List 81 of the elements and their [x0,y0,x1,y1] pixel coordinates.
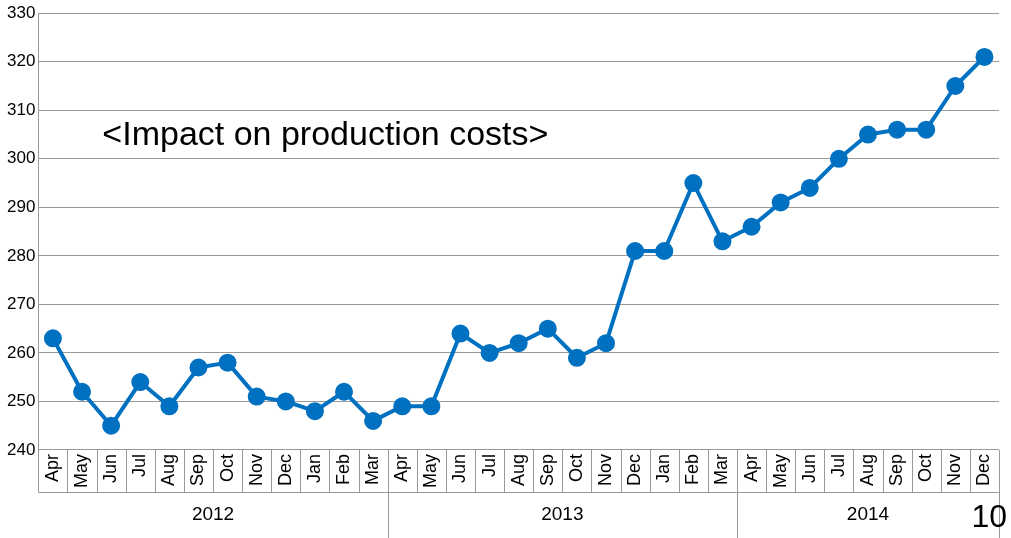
point [946,77,965,95]
point [43,329,62,348]
point [364,411,383,430]
point [451,324,470,343]
x-tick-label: Jun [100,454,121,484]
point [276,392,295,411]
annotation: <Impact on production costs> [102,113,549,152]
text: 2013 [541,503,584,525]
point [713,232,732,251]
x-tick-label: Dec [274,454,295,487]
point [829,149,848,168]
point [567,348,586,367]
point [597,334,616,353]
x-tick-label: Nov [245,454,266,487]
x-tick-label: May [420,454,441,489]
point [305,402,324,421]
x-tick-label: May [71,454,91,489]
x-tick-label: Mar [362,453,383,485]
point [189,358,208,377]
y-tick-label: 240 [6,439,36,459]
point [131,373,150,392]
x-tick-label: Aug [507,454,528,487]
y-tick-label: 270 [6,294,36,314]
y-tick-label: 260 [6,342,36,362]
x-tick-label: Jan [653,454,674,484]
x-tick-label: Sep [536,454,557,487]
x-tick-label: Sep [187,454,208,487]
point [800,178,819,197]
text: 2012 [191,503,235,525]
x-tick-label: Jun [449,454,470,484]
point [218,353,237,372]
x-tick-label: Nov [944,454,965,487]
point [73,382,92,401]
point [422,397,441,416]
point [975,47,994,66]
x-tick-label: Sep [886,454,907,487]
point [859,125,877,144]
point [626,242,645,261]
x-tick-label: May [769,454,790,489]
y-tick-label: 300 [6,148,36,168]
x-tick-label: Mar [711,453,732,485]
x-tick-label: Dec [624,454,645,487]
x-tick-label: Jul [827,454,848,478]
y-tick-label: 330 [6,2,36,22]
point [917,120,936,139]
x-tick-label: Apr [41,453,62,483]
text: 2014 [846,503,890,525]
x-tick-label: Feb [682,454,703,486]
point [538,319,557,338]
y-tick-label: 250 [6,391,36,411]
x-tick-label: Jan [303,454,324,484]
x-tick-label: Oct [216,454,237,483]
x-tick-label: Apr [391,453,412,483]
y-tick-label: 310 [6,99,36,119]
x-tick-label: Jul [129,454,150,478]
point [160,397,179,416]
y-tick-label: 280 [6,245,36,265]
point [509,334,528,353]
x-tick-label: Aug [158,454,179,487]
point [888,120,907,139]
point [247,387,266,406]
x-tick-label: Feb [332,454,353,486]
y-tick-label: 290 [6,197,36,217]
x-tick-label: Aug [856,454,877,487]
point [102,416,121,435]
point [335,382,354,401]
x-tick-label: Oct [565,454,586,483]
y-tick-label: 320 [6,51,36,71]
point [684,174,703,193]
text: 10 [971,497,1007,534]
point [480,343,499,362]
x-tick-label: Oct [915,454,936,483]
x-tick-label: Apr [740,453,761,483]
x-tick-label: Jul [478,454,499,478]
x-tick-label: Dec [973,454,994,487]
point [393,397,412,416]
point [771,193,790,212]
x-tick-label: Jun [798,454,819,484]
point [655,242,674,261]
x-tick-label: Nov [594,454,615,487]
point [742,217,761,236]
